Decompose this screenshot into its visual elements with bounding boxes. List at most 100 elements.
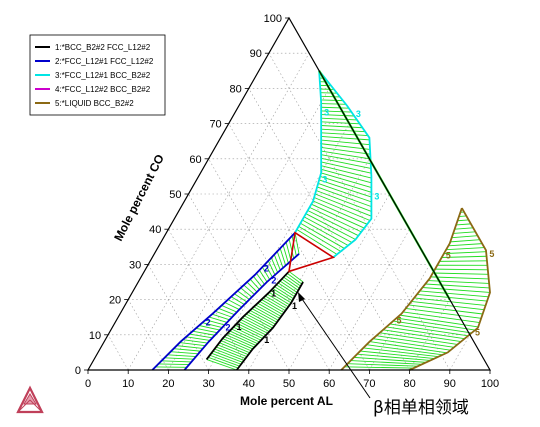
tie-line [321, 168, 372, 184]
tie-line [229, 330, 258, 345]
tie-line [164, 357, 194, 360]
phase-boundary-2 [183, 253, 300, 371]
tie-line [369, 341, 447, 354]
boundary-marker: 1 [271, 288, 276, 298]
phase-boundary-5 [340, 207, 463, 371]
tie-line [245, 313, 273, 329]
tie-line [439, 260, 487, 262]
tie-line [211, 352, 242, 365]
tie-line [261, 266, 271, 280]
tie-line [300, 222, 345, 249]
tie-line [386, 326, 465, 340]
grid-line [107, 334, 129, 371]
tie-line [405, 307, 482, 319]
tie-line [225, 334, 255, 348]
tie-line [158, 363, 190, 366]
tie-line [320, 95, 341, 98]
tie-line [321, 114, 355, 117]
tie-line [288, 271, 304, 283]
x-tick-label: 60 [323, 378, 335, 390]
tie-line [458, 215, 467, 217]
tie-line [305, 213, 356, 240]
y-tick-label: 10 [89, 330, 101, 342]
tie-line [277, 282, 297, 295]
boundary-marker: 5 [475, 328, 480, 338]
annotation-text: β相单相领域 [373, 398, 469, 418]
tie-line [448, 243, 483, 247]
tie-line [393, 320, 472, 334]
tie-line [276, 251, 284, 269]
tie-line [379, 332, 458, 345]
boundary-marker: 1 [292, 301, 297, 311]
tie-line [224, 336, 253, 350]
tie-line [208, 316, 228, 323]
grid-line [228, 123, 370, 371]
tie-line [270, 257, 279, 273]
boundary-marker: 5 [446, 251, 451, 261]
tie-line [257, 302, 282, 317]
tie-line [220, 340, 251, 354]
y-tick-label: 30 [129, 259, 141, 271]
tie-line [320, 99, 344, 102]
annotation-arrowhead [298, 292, 305, 302]
tie-line [456, 223, 471, 226]
tie-line [315, 190, 372, 212]
y-tick-label: 100 [264, 13, 282, 25]
tie-line [276, 284, 295, 297]
annotation: β相单相领域 [298, 292, 469, 418]
tie-line [182, 339, 208, 344]
tie-line [214, 348, 245, 361]
tie-line [267, 260, 276, 276]
tie-line [347, 363, 418, 367]
tie-line [199, 325, 220, 331]
grid-line [268, 53, 451, 371]
tie-line [247, 311, 275, 327]
tie-line [237, 290, 250, 300]
tie-line [256, 273, 265, 285]
tie-line [312, 200, 368, 225]
grid-line [127, 53, 310, 371]
tie-line [441, 255, 487, 258]
tie-line [189, 333, 213, 339]
tie-line [314, 193, 372, 217]
tie-line [321, 135, 370, 141]
tie-line [320, 176, 372, 193]
tie-line [283, 276, 300, 289]
tie-line [218, 307, 235, 316]
x-tick-label: 100 [481, 378, 499, 390]
tie-line [265, 295, 288, 310]
tie-line [211, 313, 230, 321]
grid-lines [107, 52, 471, 371]
tie-line [205, 319, 225, 326]
boundary-marker: 5 [397, 316, 402, 326]
tie-line [206, 359, 237, 371]
tie-line [453, 231, 476, 234]
tie-line [446, 247, 485, 251]
tie-line [242, 317, 270, 332]
tie-line [291, 235, 297, 257]
tie-line [279, 280, 298, 293]
tie-line [321, 121, 360, 125]
tie-line [321, 161, 372, 174]
y-tick-label: 50 [169, 189, 181, 201]
tie-line [238, 321, 267, 336]
tie-line [270, 290, 292, 304]
tie-line [432, 272, 489, 275]
phase-boundary-3 [318, 70, 373, 259]
y-tick-label: 90 [250, 48, 262, 60]
tie-line [450, 239, 480, 243]
tie-line [321, 139, 370, 146]
tie-line [411, 300, 485, 311]
legend-entry: 1:*BCC_B2#2 FCC_L12#2 [55, 43, 151, 52]
tie-line [251, 308, 278, 323]
tie-line [321, 143, 371, 150]
tie-line [376, 335, 455, 348]
grid-line [369, 264, 430, 371]
tie-line [173, 348, 201, 352]
tie-line [321, 117, 358, 121]
tie-line [321, 150, 371, 160]
y-tick-label: 40 [149, 224, 161, 236]
tie-line [222, 338, 252, 352]
x-tick-label: 50 [283, 378, 295, 390]
legend-entry: 4:*FCC_L12#2 BCC_B2#2 [55, 85, 151, 94]
